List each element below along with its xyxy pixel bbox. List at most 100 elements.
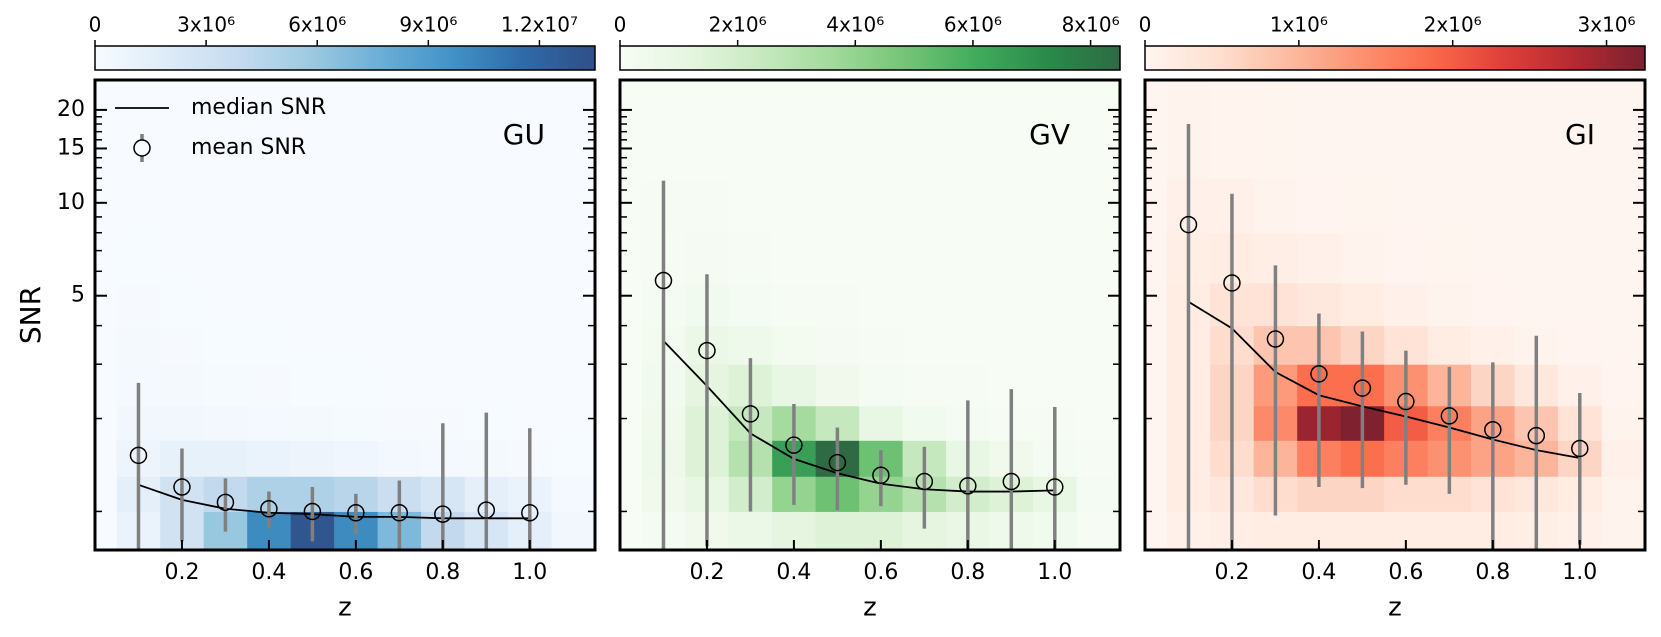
heatmap-cell (1340, 232, 1385, 284)
heatmap-cell (859, 80, 904, 179)
panel-label: GI (1565, 118, 1595, 151)
mean-marker (785, 436, 803, 454)
x-tick-label: 0.8 (950, 560, 985, 585)
heatmap-cell (1514, 80, 1559, 179)
heatmap-cell (508, 282, 553, 327)
x-tick-label: 1.0 (512, 560, 547, 585)
heatmap-cell (728, 282, 773, 327)
heatmap-cell (1033, 364, 1078, 407)
heatmap-cell (377, 325, 422, 365)
heatmap-cell (685, 178, 730, 234)
heatmap-cell (1601, 364, 1645, 407)
heatmap-cell (1427, 178, 1472, 234)
heatmap-cell (203, 364, 248, 407)
x-axis-label: z (1388, 593, 1402, 623)
x-tick-label: 0.6 (338, 560, 373, 585)
heatmap-cell (290, 325, 335, 365)
mean-marker (1484, 420, 1502, 439)
heatmap-cell (1427, 282, 1472, 327)
mean-marker (521, 504, 539, 522)
heatmap-cell (203, 405, 248, 441)
mean-marker (915, 472, 934, 491)
colorbar-tick-label: 8x10⁶ (1062, 13, 1120, 37)
heatmap-cell (551, 178, 595, 234)
x-tick-label: 0.4 (776, 560, 811, 585)
heatmap-cell (728, 80, 773, 179)
heatmap-cell (464, 80, 509, 179)
heatmap-cell (946, 364, 991, 407)
heatmap-cell (1601, 476, 1645, 512)
heatmap-cell (247, 325, 292, 365)
mean-marker (698, 341, 716, 360)
heatmap-cell (508, 178, 553, 234)
heatmap-cell (1471, 325, 1516, 365)
heatmap-cell (1471, 282, 1516, 327)
heatmap-cell (1033, 325, 1078, 365)
mean-marker (1310, 365, 1328, 383)
heatmap-cell (902, 178, 947, 234)
heatmap-cell (815, 325, 860, 365)
heatmap-cell (1210, 80, 1255, 179)
heatmap-cell (815, 80, 860, 179)
mean-marker (1571, 439, 1589, 458)
heatmap-cell (1340, 282, 1385, 327)
heatmap-cell (377, 232, 422, 284)
heatmap-cell (859, 364, 904, 407)
plot-area (620, 80, 1120, 550)
heatmap-cell (160, 405, 205, 441)
heatmap-cell (989, 325, 1034, 365)
heatmap-cell (1427, 232, 1472, 284)
colorbar-tick-label: 2x10⁶ (709, 13, 767, 37)
colorbar-tick-label: 0 (614, 13, 627, 37)
heatmap-cell (1033, 232, 1078, 284)
heatmap-cell (421, 282, 466, 327)
heatmap-cell (1601, 232, 1645, 284)
mean-marker (828, 453, 847, 472)
heatmap-cell (1033, 282, 1078, 327)
median-line (1188, 300, 1580, 459)
heatmap-cell (1601, 282, 1645, 327)
mean-marker (654, 271, 673, 290)
heatmap-cell (203, 232, 248, 284)
heatmap-cell (421, 232, 466, 284)
heatmap-cell (247, 364, 292, 407)
heatmap-cell (772, 364, 817, 407)
heatmap-cell (1297, 178, 1342, 234)
heatmap-cell (772, 178, 817, 234)
heatmap-cell (1340, 80, 1385, 179)
heatmap-cell (116, 232, 161, 284)
heatmap-cell (1253, 511, 1298, 550)
colorbar-tick-label: 2x10⁶ (1424, 13, 1482, 37)
heatmap-cell (290, 178, 335, 234)
heatmap-cell (728, 232, 773, 284)
heatmap-cell (1471, 232, 1516, 284)
heatmap-cell (247, 405, 292, 441)
heatmap-cell (464, 325, 509, 365)
heatmap-cell (160, 178, 205, 234)
heatmap-cell (815, 511, 860, 550)
y-tick-label: 15 (57, 135, 85, 160)
heatmap-cell (508, 80, 553, 179)
median-line (662, 340, 1055, 493)
x-tick-label: 0.4 (1301, 560, 1336, 585)
heatmap-cell (685, 80, 730, 179)
heatmap-cell (946, 325, 991, 365)
mean-marker (1440, 407, 1459, 425)
heatmap-cell (1076, 440, 1120, 477)
heatmap-cell (902, 80, 947, 179)
heatmap-cell (508, 232, 553, 284)
heatmap-cell (1514, 232, 1559, 284)
heatmap-cell (1076, 476, 1120, 512)
mean-marker (129, 446, 148, 465)
axes-frame (618, 78, 1122, 552)
heatmap-cell (377, 364, 422, 407)
heatmap-cell (946, 282, 991, 327)
colorbar-tick-label: 3x10⁶ (1578, 13, 1636, 37)
plot-area (1145, 80, 1645, 550)
heatmap-cell (551, 511, 595, 550)
mean-marker (260, 500, 278, 518)
colorbar-tick-label: 6x10⁶ (288, 13, 346, 37)
heatmap-cell (1427, 325, 1472, 365)
heatmap-cell (203, 325, 248, 365)
